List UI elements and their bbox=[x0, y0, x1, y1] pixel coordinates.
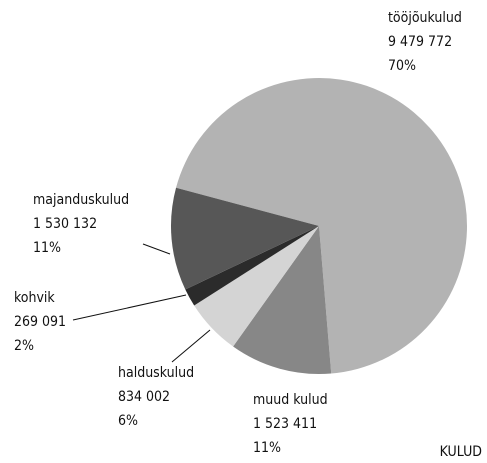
slice-percent: 70% bbox=[388, 58, 416, 74]
pie-slice bbox=[176, 78, 468, 374]
pie-slice bbox=[171, 187, 319, 290]
pie-slice bbox=[194, 226, 319, 347]
slice-label: majanduskulud bbox=[33, 192, 129, 208]
slice-value: 9 479 772 bbox=[388, 34, 452, 50]
pie-slice bbox=[185, 226, 319, 306]
slice-percent: 11% bbox=[253, 440, 281, 456]
leader-line bbox=[72, 294, 187, 321]
slice-value: 1 523 411 bbox=[253, 416, 317, 432]
slice-value: 269 091 bbox=[14, 314, 66, 330]
slice-label: halduskulud bbox=[118, 365, 194, 381]
slice-percent: 11% bbox=[33, 240, 61, 256]
leader-line bbox=[171, 329, 211, 363]
pie-slice bbox=[233, 226, 332, 374]
slice-percent: 2% bbox=[14, 338, 34, 354]
slice-label: kohvik bbox=[14, 290, 55, 306]
leader-line bbox=[142, 243, 171, 255]
chart-title: KULUD bbox=[440, 444, 482, 460]
slice-value: 1 530 132 bbox=[33, 216, 97, 232]
slice-percent: 6% bbox=[118, 413, 138, 429]
slice-label: muud kulud bbox=[253, 392, 328, 408]
slice-value: 834 002 bbox=[118, 389, 170, 405]
slice-label: tööjõukulud bbox=[388, 10, 462, 26]
